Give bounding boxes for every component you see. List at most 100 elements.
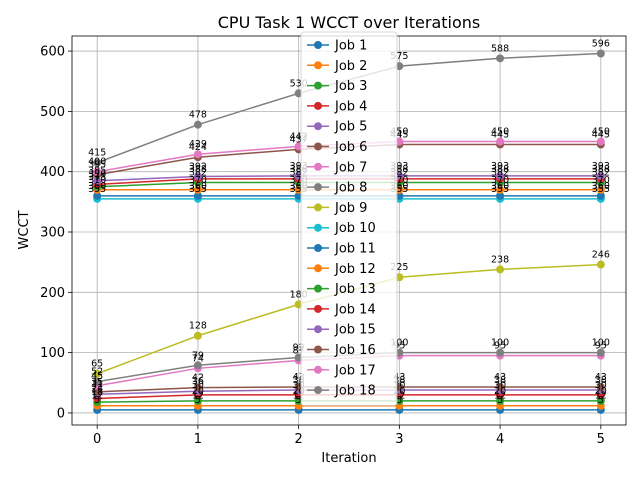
data-label: 375 xyxy=(88,172,106,183)
data-point xyxy=(193,331,202,340)
data-label: 450 xyxy=(390,127,408,138)
legend-marker xyxy=(314,264,322,273)
data-label: 5 xyxy=(598,395,604,406)
data-label: 43 xyxy=(595,372,607,383)
data-label: 30 xyxy=(595,380,607,391)
data-label: 415 xyxy=(88,148,106,159)
legend-item: Job 16 xyxy=(307,343,376,358)
data-label: 20 xyxy=(393,386,405,397)
data-point xyxy=(496,137,505,146)
legend-marker xyxy=(314,284,322,293)
data-label: 382 xyxy=(189,168,207,179)
data-label: 30 xyxy=(393,380,405,391)
data-label: 5 xyxy=(195,395,201,406)
legend-item: Job 11 xyxy=(307,242,376,257)
x-tick-label: 3 xyxy=(395,432,403,447)
legend-marker xyxy=(314,122,322,131)
data-label: 445 xyxy=(491,130,509,141)
data-point xyxy=(93,176,102,185)
legend-label: Job 8 xyxy=(334,181,367,196)
data-label: 87 xyxy=(293,345,305,356)
data-label: 355 xyxy=(390,184,408,195)
legend-label: Job 4 xyxy=(334,99,367,114)
data-point xyxy=(193,172,202,181)
legend-item: Job 18 xyxy=(307,384,376,399)
data-label: 246 xyxy=(592,250,610,261)
data-label: 478 xyxy=(189,110,207,121)
data-label: 388 xyxy=(189,164,207,175)
data-label: 360 xyxy=(290,181,308,192)
data-label: 20 xyxy=(494,386,506,397)
data-label: 382 xyxy=(592,168,610,179)
y-tick-label: 500 xyxy=(40,105,65,120)
legend-item: Job 1 xyxy=(307,39,367,54)
data-label: 388 xyxy=(390,164,408,175)
data-label: 370 xyxy=(88,175,106,186)
data-point xyxy=(193,383,202,392)
legend-item: Job 2 xyxy=(307,59,367,74)
legend-marker xyxy=(314,304,322,313)
data-label: 20 xyxy=(192,386,204,397)
legend-label: Job 11 xyxy=(334,242,376,257)
legend-item: Job 3 xyxy=(307,79,367,94)
data-label: 395 xyxy=(88,160,106,171)
data-point xyxy=(93,387,102,396)
data-label: 12 xyxy=(192,391,204,402)
y-tick-label: 200 xyxy=(40,286,65,301)
data-point xyxy=(193,361,202,370)
data-label: 370 xyxy=(290,175,308,186)
data-label: 382 xyxy=(390,168,408,179)
data-point xyxy=(496,348,505,357)
legend-item: Job 9 xyxy=(307,201,367,216)
legend-item: Job 7 xyxy=(307,160,367,175)
legend-item: Job 13 xyxy=(307,282,376,297)
data-label: 95 xyxy=(595,341,607,352)
data-label: 12 xyxy=(393,391,405,402)
data-label: 382 xyxy=(290,168,308,179)
data-point xyxy=(496,383,505,392)
data-label: 5 xyxy=(396,395,402,406)
data-label: 355 xyxy=(189,184,207,195)
legend-label: Job 17 xyxy=(334,363,376,378)
data-label: 360 xyxy=(390,181,408,192)
legend-item: Job 4 xyxy=(307,99,367,114)
data-label: 43 xyxy=(494,372,506,383)
y-tick-label: 400 xyxy=(40,165,65,180)
legend-label: Job 1 xyxy=(334,39,367,54)
x-axis-title: Iteration xyxy=(321,451,376,466)
data-label: 100 xyxy=(592,338,610,349)
data-label: 31 xyxy=(91,379,103,390)
data-label: 388 xyxy=(592,164,610,175)
data-label: 20 xyxy=(293,386,305,397)
data-label: 100 xyxy=(491,338,509,349)
legend-marker xyxy=(314,61,322,70)
legend-label: Job 2 xyxy=(334,59,367,74)
data-label: 95 xyxy=(393,341,405,352)
data-label: 445 xyxy=(592,130,610,141)
data-label: 30 xyxy=(192,380,204,391)
legend-marker xyxy=(314,142,322,151)
legend-label: Job 12 xyxy=(334,262,376,277)
data-label: 382 xyxy=(491,168,509,179)
legend-box xyxy=(300,31,398,406)
data-label: 355 xyxy=(491,184,509,195)
data-point xyxy=(193,185,202,194)
data-label: 36 xyxy=(192,376,204,387)
data-label: 393 xyxy=(290,161,308,172)
data-point xyxy=(596,396,605,405)
data-point xyxy=(596,348,605,357)
data-label: 12 xyxy=(494,391,506,402)
data-label: 238 xyxy=(491,254,509,265)
legend-label: Job 14 xyxy=(334,302,376,317)
data-label: 393 xyxy=(592,161,610,172)
data-label: 355 xyxy=(592,184,610,195)
data-label: 128 xyxy=(189,321,207,332)
chart-title: CPU Task 1 WCCT over Iterations xyxy=(218,13,481,32)
data-point xyxy=(596,171,605,180)
data-label: 65 xyxy=(91,359,103,370)
data-label: 596 xyxy=(592,38,610,49)
data-label: 360 xyxy=(592,181,610,192)
y-tick-label: 0 xyxy=(57,406,65,421)
